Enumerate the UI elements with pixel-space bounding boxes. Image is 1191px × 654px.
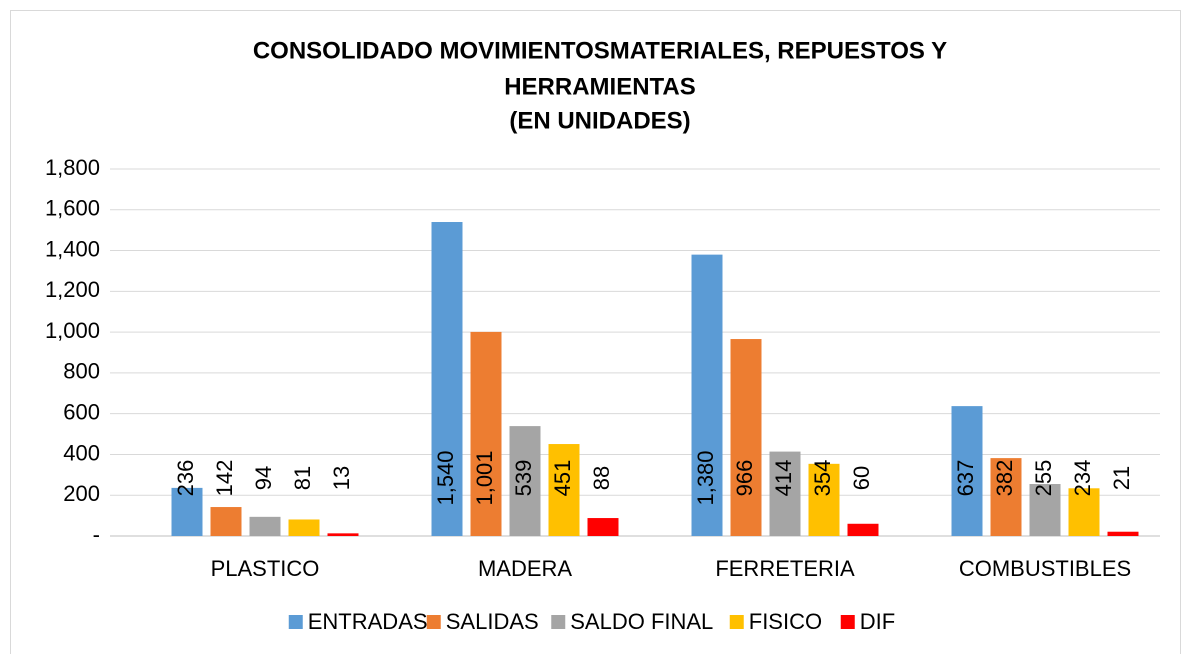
y-tick-label: 1,400 — [45, 236, 100, 261]
bar — [847, 523, 879, 536]
data-label: 234 — [1070, 460, 1095, 497]
chart-title: (EN UNIDADES) — [509, 107, 690, 134]
data-label: 539 — [511, 460, 536, 497]
legend-label: SALDO FINAL — [570, 609, 713, 634]
data-label: 13 — [329, 466, 354, 490]
data-label: 1,001 — [472, 450, 497, 505]
bar — [730, 339, 762, 536]
bar — [288, 519, 320, 536]
bar — [951, 406, 983, 536]
data-label: 81 — [290, 466, 315, 490]
data-label: 382 — [992, 460, 1017, 497]
bar — [470, 331, 502, 536]
bar — [327, 533, 359, 536]
bar — [431, 222, 463, 536]
data-label: 354 — [810, 460, 835, 497]
data-label: 142 — [212, 460, 237, 497]
y-tick-label: - — [93, 522, 100, 547]
legend-label: SALIDAS — [446, 609, 539, 634]
chart-title: HERRAMIENTAS — [504, 73, 696, 100]
legend-swatch — [426, 615, 441, 629]
bar — [210, 507, 242, 536]
legend-label: DIF — [860, 609, 895, 634]
legend-swatch — [551, 615, 566, 629]
bar — [1029, 484, 1061, 536]
data-label: 21 — [1109, 466, 1134, 490]
bar — [1107, 531, 1139, 536]
y-tick-label: 200 — [63, 481, 100, 506]
data-label: 966 — [732, 460, 757, 497]
x-tick-label: FERRETERIA — [715, 556, 855, 581]
y-tick-label: 800 — [63, 359, 100, 384]
bar — [808, 463, 840, 536]
legend-label: FISICO — [749, 609, 822, 634]
legend-label: ENTRADAS — [308, 609, 428, 634]
x-tick-label: PLASTICO — [211, 556, 320, 581]
y-tick-label: 400 — [63, 440, 100, 465]
x-tick-label: MADERA — [478, 556, 572, 581]
legend-swatch — [840, 615, 855, 629]
data-label: 1,380 — [693, 450, 718, 505]
bar — [990, 458, 1022, 536]
bar — [769, 451, 801, 536]
bar — [249, 516, 281, 536]
data-label: 94 — [251, 466, 276, 490]
legend-swatch — [288, 615, 303, 629]
data-label: 1,540 — [433, 450, 458, 505]
bar — [691, 254, 723, 536]
y-tick-label: 1,600 — [45, 196, 100, 221]
chart-title: CONSOLIDADO MOVIMIENTOSMATERIALES, REPUE… — [253, 37, 947, 64]
bar — [587, 518, 619, 536]
y-tick-label: 600 — [63, 399, 100, 424]
legend-swatch — [729, 615, 744, 629]
bar — [1068, 488, 1100, 536]
data-label: 255 — [1031, 460, 1056, 497]
bar — [509, 426, 541, 536]
data-label: 637 — [953, 460, 978, 497]
bar — [171, 487, 203, 536]
y-tick-label: 1,000 — [45, 318, 100, 343]
data-label: 414 — [771, 460, 796, 497]
y-tick-label: 1,800 — [45, 155, 100, 180]
data-label: 236 — [173, 460, 198, 497]
data-label: 88 — [589, 466, 614, 490]
data-label: 60 — [849, 466, 874, 490]
data-label: 451 — [550, 460, 575, 497]
bar — [548, 444, 580, 536]
y-tick-label: 1,200 — [45, 277, 100, 302]
x-tick-label: COMBUSTIBLES — [959, 556, 1131, 581]
